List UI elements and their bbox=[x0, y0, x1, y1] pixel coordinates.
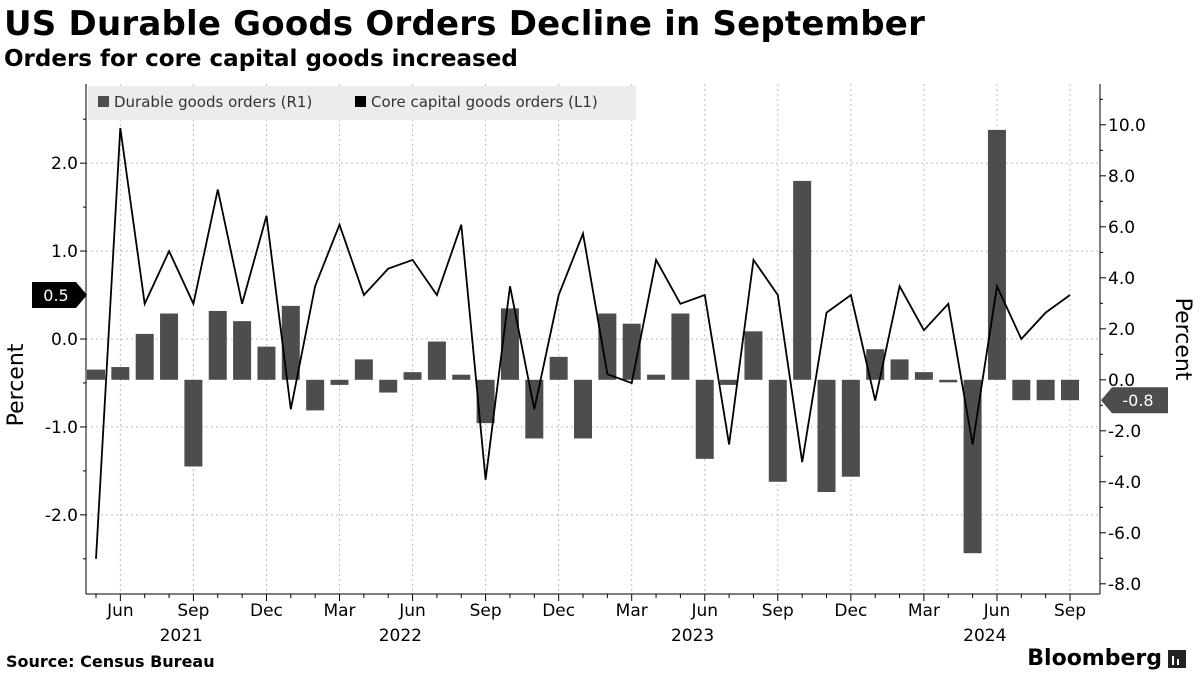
legend-label-core: Core capital goods orders (L1) bbox=[371, 93, 598, 111]
bar bbox=[574, 379, 592, 439]
x-year-label: 2022 bbox=[379, 626, 422, 646]
brand-name: Bloomberg bbox=[1027, 646, 1162, 671]
bar bbox=[330, 379, 349, 385]
bar bbox=[476, 379, 495, 424]
bar bbox=[452, 374, 471, 380]
bar bbox=[866, 349, 885, 380]
right-tick-label: 0.0 bbox=[1108, 371, 1135, 391]
right-value-callout bbox=[1101, 387, 1168, 414]
right-tick-label: 2.0 bbox=[1108, 320, 1135, 340]
x-tick-label: Mar bbox=[323, 601, 355, 621]
bar bbox=[281, 305, 300, 380]
left-tick-label: 0.0 bbox=[51, 330, 78, 350]
bar bbox=[306, 379, 325, 411]
right-tick-label: -2.0 bbox=[1108, 422, 1141, 442]
bar bbox=[1012, 379, 1031, 401]
bar bbox=[622, 323, 641, 380]
x-tick-label: Sep bbox=[762, 601, 794, 621]
x-tick-label: Dec bbox=[250, 601, 283, 621]
bar bbox=[427, 341, 446, 380]
bar bbox=[233, 321, 252, 380]
bar bbox=[184, 379, 203, 467]
left-tick-label: -1.0 bbox=[45, 418, 78, 438]
legend-swatch-durable bbox=[98, 96, 109, 107]
bar bbox=[647, 374, 666, 380]
x-tick-label: Dec bbox=[542, 601, 575, 621]
callouts: 0.5 -0.8 bbox=[32, 282, 1168, 414]
x-year-label: 2023 bbox=[671, 626, 714, 646]
x-tick-label: Jun bbox=[106, 601, 134, 621]
chart-title: US Durable Goods Orders Decline in Septe… bbox=[4, 4, 926, 44]
bar bbox=[671, 313, 690, 380]
bar bbox=[598, 313, 617, 380]
bar bbox=[914, 372, 933, 380]
legend-swatch-core bbox=[355, 96, 366, 107]
bar bbox=[890, 359, 909, 380]
bar bbox=[793, 180, 812, 380]
x-tick-label: Jun bbox=[690, 601, 718, 621]
right-tick-label: 8.0 bbox=[1108, 167, 1135, 187]
right-tick-label: 6.0 bbox=[1108, 218, 1135, 238]
left-tick-label: 1.0 bbox=[51, 242, 78, 262]
bar bbox=[695, 379, 714, 459]
bar bbox=[987, 129, 1006, 380]
left-callout-label: 0.5 bbox=[43, 286, 68, 305]
x-tick-label: Jun bbox=[983, 601, 1011, 621]
brand-logo: Bloomberg bbox=[1027, 646, 1186, 671]
right-callout-label: -0.8 bbox=[1122, 391, 1153, 410]
right-tick-label: -6.0 bbox=[1108, 524, 1141, 544]
source-note: Source: Census Bureau bbox=[6, 652, 215, 671]
bar bbox=[720, 379, 739, 385]
bar bbox=[549, 356, 568, 380]
right-tick-label: 10.0 bbox=[1108, 116, 1146, 136]
bar bbox=[111, 367, 130, 380]
left-tick-label: -2.0 bbox=[45, 506, 78, 526]
legend-label-durable: Durable goods orders (R1) bbox=[114, 93, 312, 111]
x-year-label: 2024 bbox=[963, 626, 1006, 646]
bar bbox=[1036, 379, 1055, 401]
bar bbox=[841, 379, 860, 477]
bar-series bbox=[87, 129, 1079, 554]
x-tick-label: Mar bbox=[908, 601, 940, 621]
bar bbox=[354, 359, 373, 380]
bar bbox=[160, 313, 179, 380]
x-tick-label: Sep bbox=[470, 601, 502, 621]
bar bbox=[817, 379, 836, 492]
core-capital-goods-line bbox=[95, 127, 1071, 559]
left-tick-label: 2.0 bbox=[51, 154, 78, 174]
line-series bbox=[95, 127, 1071, 559]
bar bbox=[744, 331, 763, 380]
bar bbox=[939, 379, 958, 383]
right-tick-label: 4.0 bbox=[1108, 269, 1135, 289]
bar bbox=[1061, 379, 1079, 401]
left-value-callout bbox=[32, 282, 87, 309]
x-tick-label: Jun bbox=[398, 601, 426, 621]
right-tick-label: -4.0 bbox=[1108, 473, 1141, 493]
bar bbox=[208, 310, 227, 380]
x-tick-label: Mar bbox=[616, 601, 648, 621]
axes: 2.0 1.0 0.0 -1.0 -2.0 10.0 8.0 6.0 4.0 2.0 0.0 -2.0… bbox=[4, 84, 1195, 646]
right-axis-title: Percent bbox=[1170, 298, 1195, 381]
left-axis-title: Percent bbox=[4, 343, 29, 426]
bloomberg-terminal-icon bbox=[1168, 649, 1186, 668]
legend: Durable goods orders (R1) Core capital go… bbox=[88, 86, 636, 120]
x-tick-label: Sep bbox=[1054, 601, 1086, 621]
x-tick-label: Dec bbox=[834, 601, 867, 621]
x-tick-label: Sep bbox=[177, 601, 209, 621]
bar bbox=[87, 369, 105, 380]
bar bbox=[379, 379, 398, 393]
bar bbox=[135, 333, 154, 380]
right-tick-label: -8.0 bbox=[1108, 575, 1141, 595]
bar bbox=[257, 346, 276, 380]
bar bbox=[768, 379, 787, 482]
x-year-label: 2021 bbox=[160, 626, 203, 646]
chart-subtitle: Orders for core capital goods increased bbox=[4, 46, 518, 72]
bar bbox=[403, 372, 422, 380]
